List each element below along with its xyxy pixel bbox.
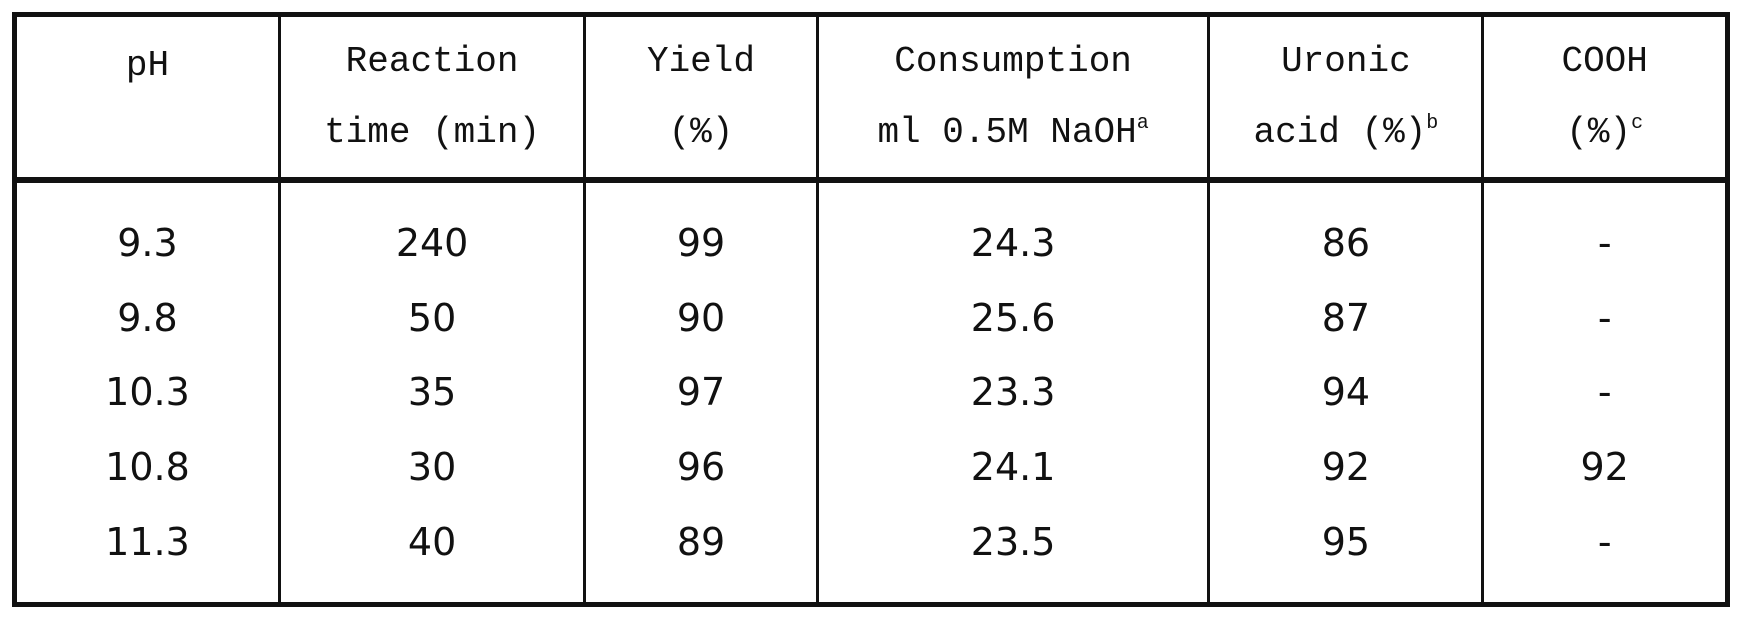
header-line2: acid (%)b: [1210, 93, 1481, 164]
header-line2-text: (%): [1566, 112, 1631, 153]
column-header-cooh: COOH(%)c: [1483, 15, 1728, 181]
cell-reaction-time: 35: [279, 355, 584, 430]
cell-consumption: 24.3: [817, 180, 1209, 281]
header-line1: Uronic: [1210, 31, 1481, 93]
cell-ph: 10.3: [15, 355, 280, 430]
header-line1: Consumption: [819, 31, 1208, 93]
cell-cooh: -: [1483, 281, 1728, 356]
table-row: 10.3359723.394-: [15, 355, 1728, 430]
column-header-yield: Yield (%): [585, 15, 818, 181]
data-table: pH Reaction time (min) Yield (%) Consumption…: [12, 12, 1730, 607]
table-row: 10.8309624.19292: [15, 430, 1728, 505]
cell-cooh: -: [1483, 355, 1728, 430]
cell-yield: 89: [585, 504, 818, 604]
cell-cooh: 92: [1483, 430, 1728, 505]
footnote-marker: b: [1426, 112, 1438, 135]
cell-consumption: 24.1: [817, 430, 1209, 505]
header-line1: Yield: [586, 31, 816, 93]
header-line2: time (min): [281, 93, 583, 164]
table-row: 9.8509025.687-: [15, 281, 1728, 356]
cell-uronic-acid: 94: [1209, 355, 1483, 430]
header-line1: COOH: [1484, 31, 1725, 93]
column-header-uronic-acid: Uronicacid (%)b: [1209, 15, 1483, 181]
cell-uronic-acid: 95: [1209, 504, 1483, 604]
cell-reaction-time: 240: [279, 180, 584, 281]
header-line2: (%)c: [1484, 93, 1725, 164]
cell-ph: 10.8: [15, 430, 280, 505]
column-header-consumption: Consumptionml 0.5M NaOHa: [817, 15, 1209, 181]
header-line2-text: acid (%): [1253, 112, 1426, 153]
cell-consumption: 23.5: [817, 504, 1209, 604]
cell-reaction-time: 40: [279, 504, 584, 604]
cell-consumption: 25.6: [817, 281, 1209, 356]
cell-yield: 90: [585, 281, 818, 356]
cell-ph: 11.3: [15, 504, 280, 604]
table-row: 9.32409924.386-: [15, 180, 1728, 281]
cell-reaction-time: 50: [279, 281, 584, 356]
cell-yield: 97: [585, 355, 818, 430]
header-line1: pH: [17, 35, 278, 97]
cell-ph: 9.3: [15, 180, 280, 281]
cell-yield: 96: [585, 430, 818, 505]
footnote-marker: c: [1631, 112, 1643, 135]
header-line2-text: ml 0.5M NaOH: [877, 112, 1136, 153]
cell-yield: 99: [585, 180, 818, 281]
footnote-marker: a: [1137, 112, 1149, 135]
header-line2: (%): [586, 93, 816, 164]
header-line2-text: time (min): [324, 112, 540, 153]
cell-consumption: 23.3: [817, 355, 1209, 430]
header-line2-text: (%): [669, 112, 734, 153]
cell-cooh: -: [1483, 504, 1728, 604]
header-row: pH Reaction time (min) Yield (%) Consumption…: [15, 15, 1728, 181]
header-line2: [17, 97, 278, 159]
table-body: 9.32409924.386-9.8509025.687-10.3359723.…: [15, 180, 1728, 605]
column-header-ph: pH: [15, 15, 280, 181]
table-row: 11.3408923.595-: [15, 504, 1728, 604]
cell-uronic-acid: 87: [1209, 281, 1483, 356]
cell-uronic-acid: 86: [1209, 180, 1483, 281]
cell-cooh: -: [1483, 180, 1728, 281]
header-line2: ml 0.5M NaOHa: [819, 93, 1208, 164]
cell-ph: 9.8: [15, 281, 280, 356]
cell-reaction-time: 30: [279, 430, 584, 505]
cell-uronic-acid: 92: [1209, 430, 1483, 505]
column-header-reaction-time: Reaction time (min): [279, 15, 584, 181]
header-line1: Reaction: [281, 31, 583, 93]
